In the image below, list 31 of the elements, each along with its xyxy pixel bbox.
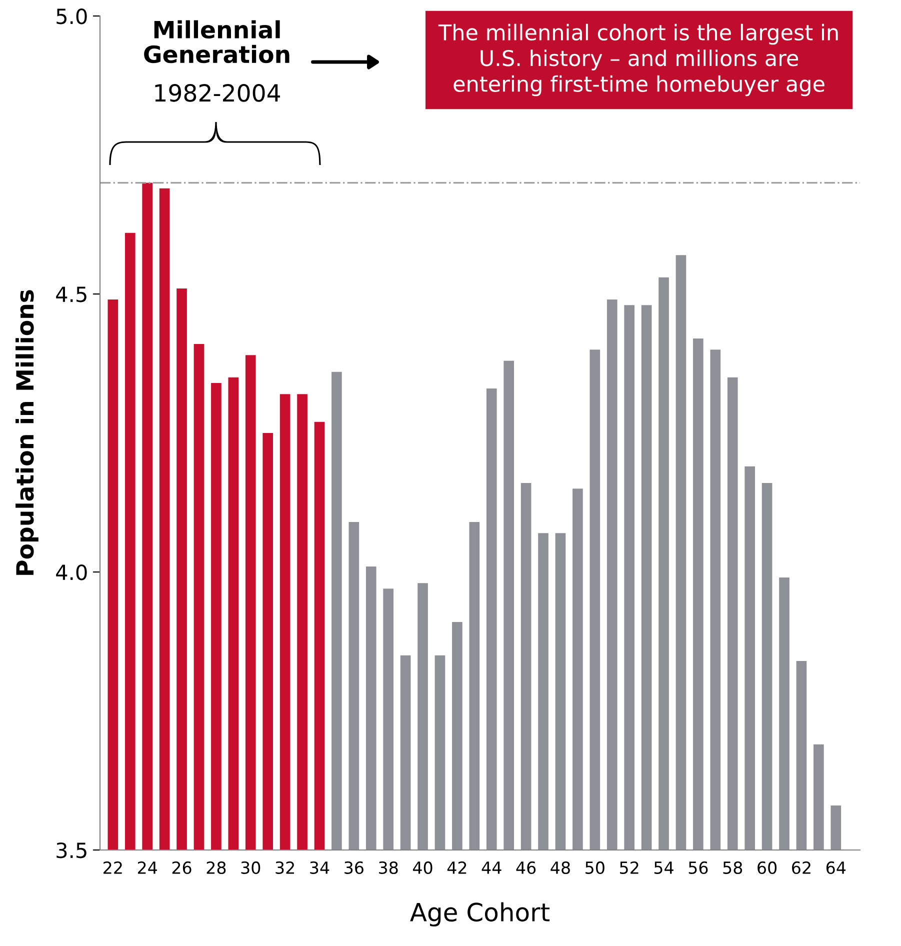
y-tick-label: 4.0 (56, 564, 87, 580)
y-tick-label: 5.0 (56, 8, 87, 24)
x-tick-label: 40 (412, 861, 432, 874)
x-tick-label: 48 (550, 861, 570, 874)
x-tick-label: 60 (758, 861, 777, 874)
y-tick-label: 3.5 (56, 842, 86, 858)
x-tick-label: 62 (792, 861, 810, 874)
x-tick-label: 30 (241, 861, 260, 874)
x-tick-label: 34 (310, 861, 330, 874)
x-tick-label: 32 (276, 861, 294, 874)
x-tick-label: 56 (688, 861, 708, 874)
x-tick-label: 36 (344, 861, 364, 874)
annotation: 1982-2004 (155, 84, 280, 102)
x-tick-label: 58 (723, 861, 742, 874)
annotation: Millennial Generation (144, 20, 290, 64)
y-axis-title: Population in Millions (16, 290, 38, 575)
y-tick-label: 4.5 (56, 286, 86, 302)
x-axis-title: Age Cohort (410, 902, 550, 926)
x-tick-label: 46 (516, 861, 536, 874)
x-tick-label: 64 (826, 861, 846, 874)
x-tick-label: 52 (620, 861, 638, 874)
x-tick-label: 38 (379, 861, 398, 874)
annotation: The millennial cohort is the largest in U.S. history – and millions are entering first-time homebuyer age (438, 24, 838, 96)
x-tick-label: 26 (172, 861, 192, 874)
x-tick-label: 50 (586, 861, 604, 874)
x-tick-label: 44 (482, 862, 502, 874)
x-tick-label: 24 (138, 861, 158, 874)
x-tick-label: 54 (654, 862, 674, 874)
x-tick-label: 22 (104, 861, 122, 874)
x-tick-label: 28 (206, 861, 226, 874)
x-tick-label: 42 (447, 861, 466, 874)
